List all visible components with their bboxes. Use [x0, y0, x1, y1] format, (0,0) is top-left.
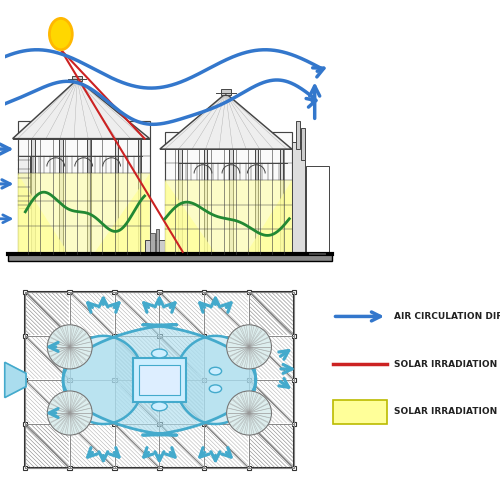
Bar: [292, 142, 304, 254]
Bar: [8, 254, 332, 260]
Bar: [22, 378, 27, 382]
Polygon shape: [175, 336, 256, 424]
Bar: [25, 292, 294, 468]
Circle shape: [226, 391, 272, 435]
Bar: [68, 378, 72, 382]
Bar: [22, 422, 27, 426]
Bar: [202, 378, 206, 382]
Bar: [247, 333, 252, 338]
Bar: [292, 333, 296, 338]
Ellipse shape: [152, 349, 167, 358]
Bar: [254, 149, 258, 254]
Bar: [22, 333, 27, 338]
Bar: [157, 422, 162, 426]
Bar: [115, 138, 118, 254]
Ellipse shape: [210, 367, 222, 375]
Bar: [292, 378, 296, 382]
Bar: [292, 422, 296, 426]
Bar: [247, 289, 252, 294]
Bar: [132, 358, 186, 402]
Polygon shape: [165, 181, 216, 254]
Ellipse shape: [152, 402, 167, 411]
Polygon shape: [4, 363, 26, 397]
Bar: [157, 466, 162, 470]
Bar: [332, 400, 387, 424]
Bar: [59, 138, 62, 254]
Bar: [150, 233, 155, 254]
Bar: [138, 138, 141, 254]
Polygon shape: [94, 173, 150, 254]
Bar: [157, 333, 162, 338]
Circle shape: [48, 325, 92, 369]
Circle shape: [48, 391, 92, 435]
Bar: [112, 289, 117, 294]
Bar: [292, 466, 296, 470]
Polygon shape: [63, 336, 144, 424]
Bar: [157, 378, 162, 382]
Ellipse shape: [210, 385, 222, 393]
Polygon shape: [63, 325, 256, 435]
Bar: [202, 422, 206, 426]
Bar: [202, 466, 206, 470]
Bar: [221, 90, 231, 95]
Bar: [72, 76, 83, 81]
Text: AIR CIRCULATION DIRECTION: AIR CIRCULATION DIRECTION: [394, 312, 500, 321]
Bar: [139, 364, 179, 395]
Bar: [202, 289, 206, 294]
Bar: [144, 240, 170, 254]
Bar: [280, 149, 283, 254]
Bar: [68, 422, 72, 426]
Bar: [31, 138, 34, 254]
Bar: [306, 166, 328, 254]
Bar: [18, 121, 150, 254]
Bar: [112, 422, 117, 426]
Bar: [18, 173, 150, 254]
Bar: [68, 333, 72, 338]
Bar: [247, 422, 252, 426]
Bar: [87, 138, 90, 254]
Bar: [165, 132, 292, 254]
Polygon shape: [4, 363, 26, 397]
Bar: [292, 289, 296, 294]
Bar: [202, 333, 206, 338]
Bar: [157, 289, 162, 294]
Bar: [165, 181, 292, 254]
Bar: [247, 378, 252, 382]
Text: SOLAR IRRADIATION RANGE: SOLAR IRRADIATION RANGE: [394, 407, 500, 416]
Bar: [204, 149, 208, 254]
Bar: [247, 466, 252, 470]
Polygon shape: [160, 93, 292, 149]
Polygon shape: [246, 181, 292, 254]
Polygon shape: [12, 79, 149, 138]
Bar: [112, 466, 117, 470]
Polygon shape: [18, 173, 68, 254]
Bar: [300, 128, 306, 160]
Bar: [178, 149, 182, 254]
Circle shape: [50, 18, 72, 50]
Bar: [229, 149, 232, 254]
Bar: [68, 289, 72, 294]
Bar: [112, 378, 117, 382]
Bar: [156, 229, 158, 254]
Bar: [18, 156, 30, 208]
Bar: [112, 333, 117, 338]
Bar: [296, 121, 300, 149]
Circle shape: [226, 325, 272, 369]
Bar: [68, 466, 72, 470]
Text: SOLAR IRRADIATION ANGLE: SOLAR IRRADIATION ANGLE: [394, 360, 500, 368]
Bar: [22, 289, 27, 294]
Bar: [22, 466, 27, 470]
